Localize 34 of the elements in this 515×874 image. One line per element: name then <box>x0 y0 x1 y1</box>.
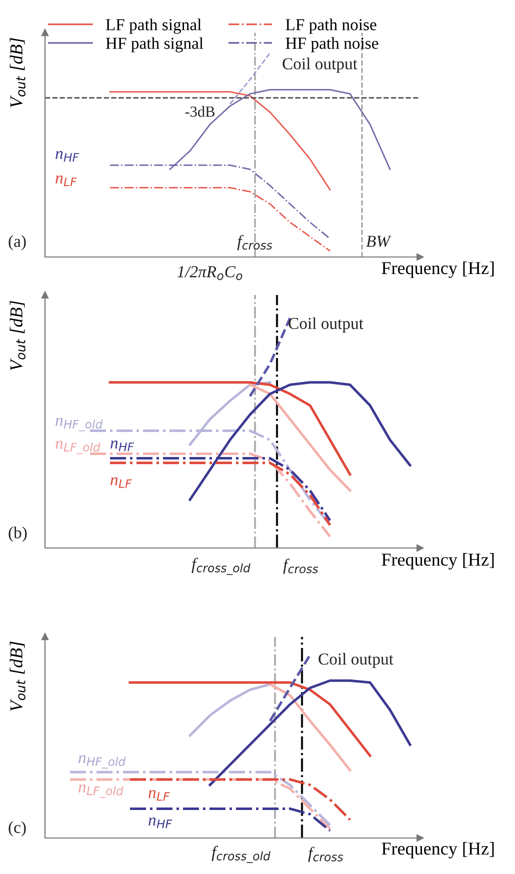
annotation: n$_{HF}$ <box>148 818 172 828</box>
annotation: n$_{LF}$ <box>110 477 132 488</box>
annotation: n$_{LF_old}$ <box>78 784 124 798</box>
text: f$_{cross_old}$ <box>212 846 270 864</box>
ref-line-label: -3dB <box>185 106 215 117</box>
x-axis-title: Frequency [Hz] <box>382 842 494 858</box>
text: f$_{cross}$ <box>283 558 318 574</box>
annotation: n$_{HF}$ <box>56 151 80 162</box>
annotation: n$_{LF_old}$ <box>56 440 100 454</box>
annotation: n$_{LF}$ <box>56 175 77 186</box>
legend-label: LF path signal <box>106 18 202 34</box>
text: f$_{cross_old}$ <box>192 558 250 575</box>
annotation: n$_{LF}$ <box>148 790 170 801</box>
text: f$_{cross}$ <box>308 846 344 862</box>
annotation: f$_{cross}$ <box>237 234 272 250</box>
text: 1/2πR$_{o}$C$_{o}$ <box>177 266 242 280</box>
annotation: Coil output <box>288 317 364 332</box>
annotation: n$_{HF_old}$ <box>78 755 126 769</box>
annotation: n$_{HF_old}$ <box>56 418 103 432</box>
y-axis-title: V$_{out}$ [dB] <box>10 300 26 370</box>
annotation: n$_{HF}$ <box>110 440 134 452</box>
legend-label: HF path signal <box>106 37 204 52</box>
legend-label: HF path noise <box>286 37 378 52</box>
x-axis-title: Frequency [Hz] <box>382 261 494 278</box>
annotation: Coil output <box>318 652 394 668</box>
text: (b) <box>8 526 27 542</box>
text: (c) <box>8 821 26 836</box>
text: (a) <box>8 235 26 250</box>
legend-label: LF path noise <box>286 18 376 34</box>
annotation: Coil output <box>282 58 358 73</box>
annotation: BW <box>366 236 392 247</box>
y-axis-title: V$_{out}$ [dB] <box>10 642 26 711</box>
x-axis-title: Frequency [Hz] <box>382 553 494 570</box>
y-axis-title: V$_{out}$ [dB] <box>10 38 26 108</box>
